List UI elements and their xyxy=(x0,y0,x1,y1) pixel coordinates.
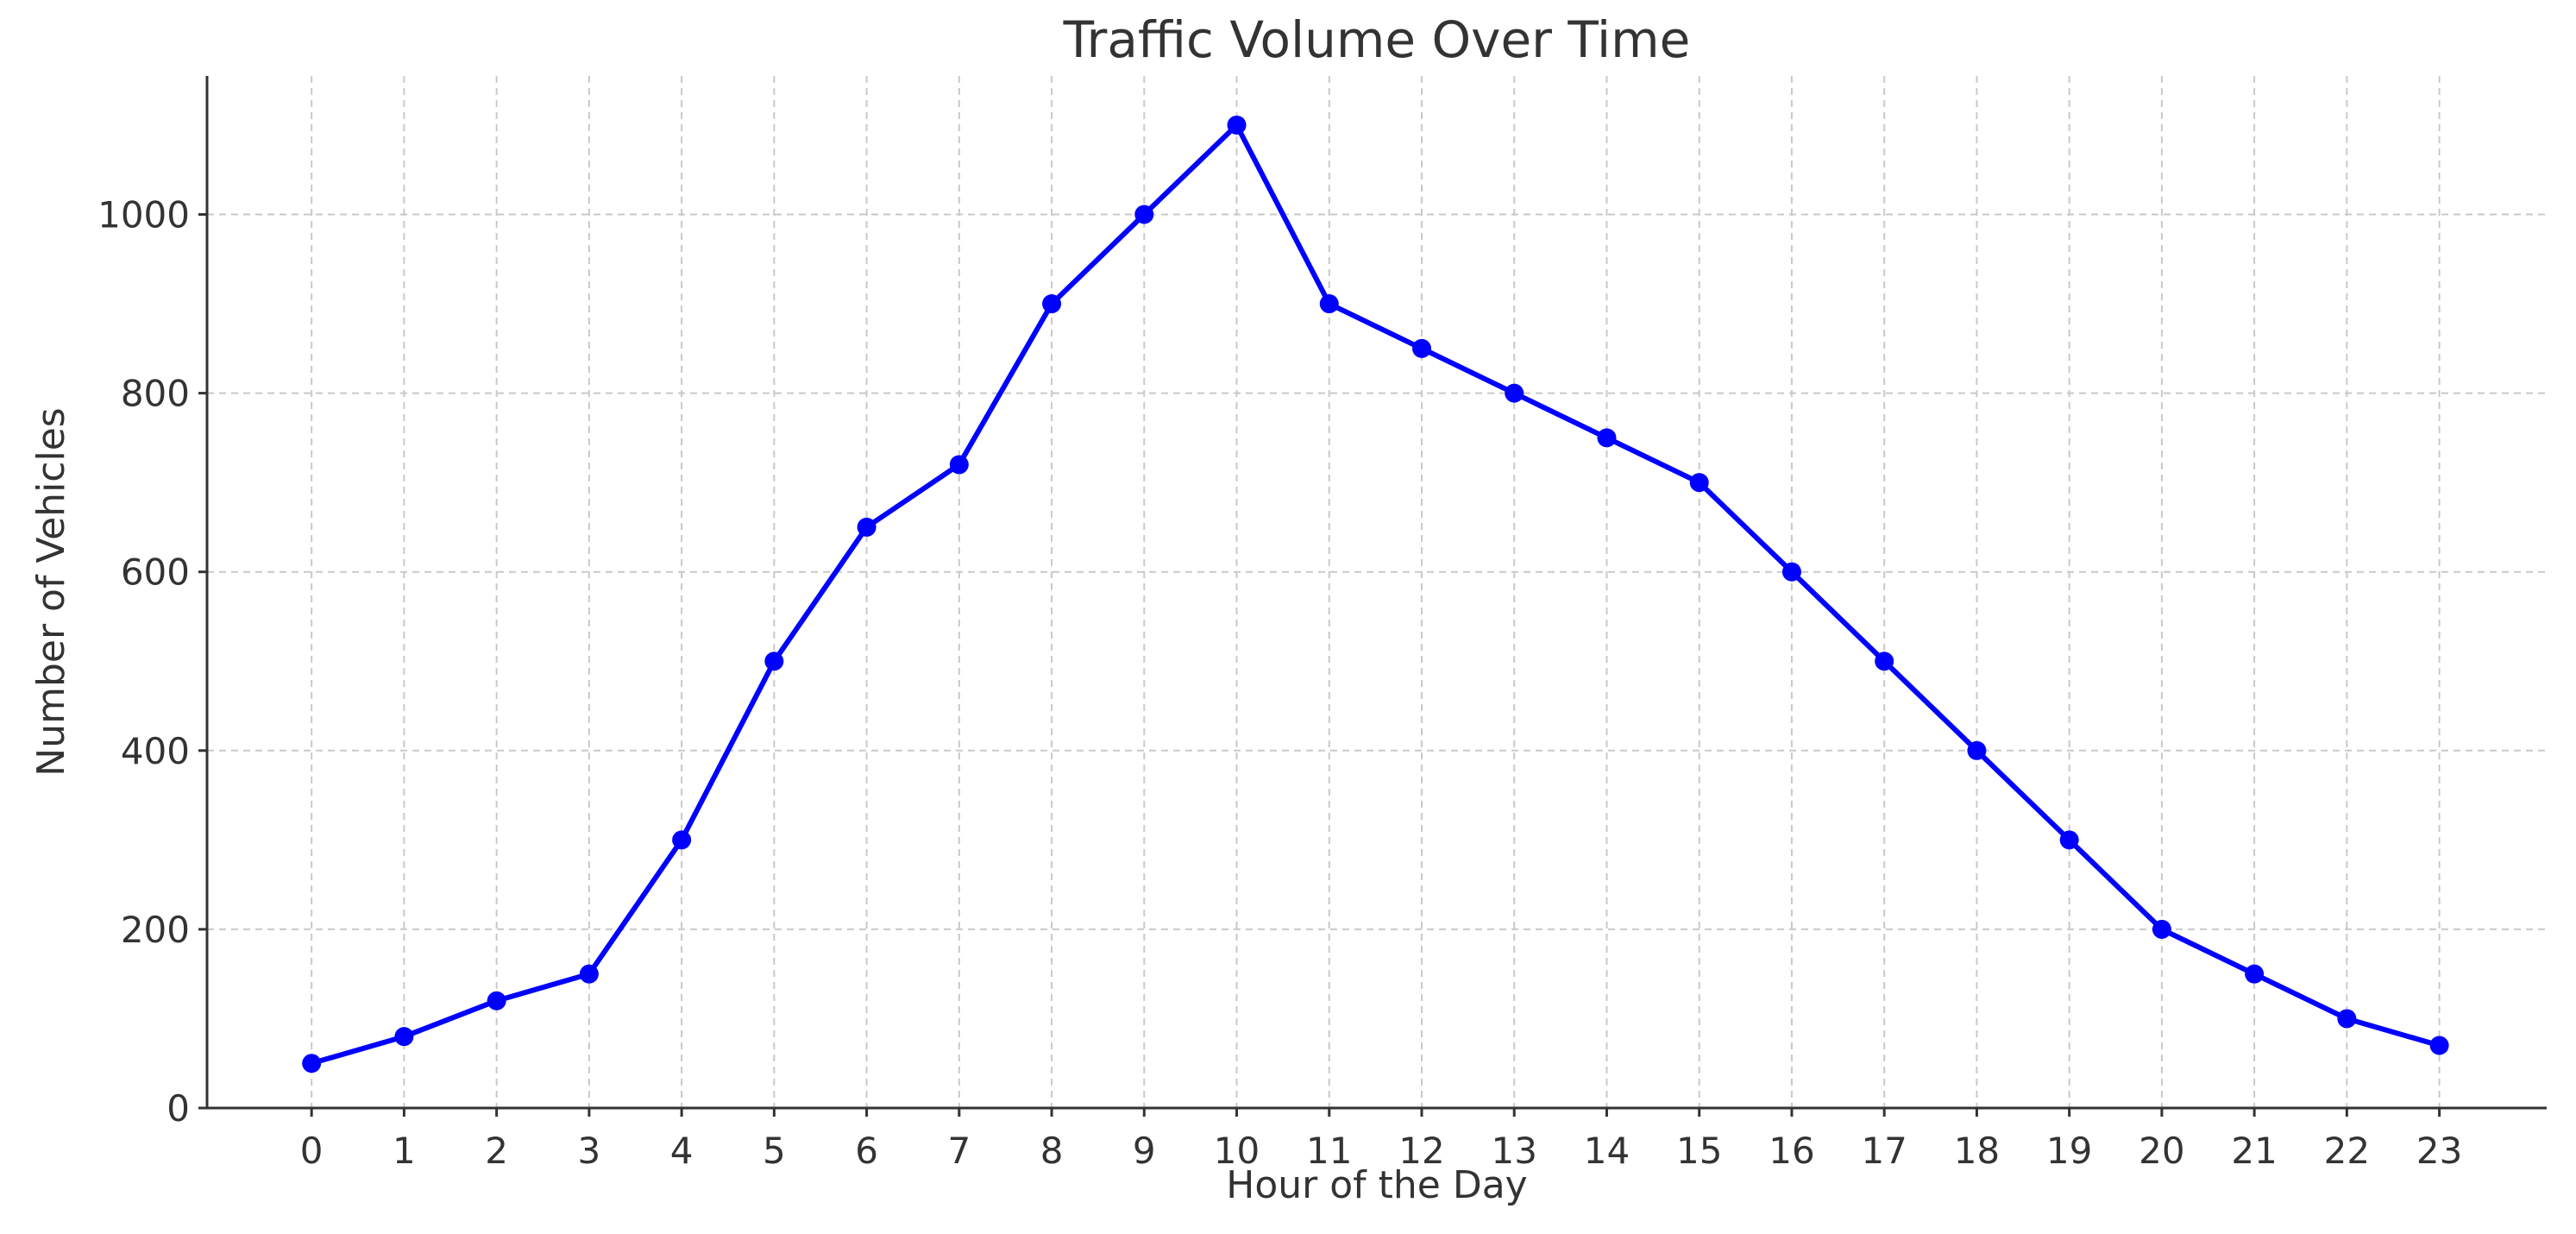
data-point xyxy=(1042,294,1062,314)
data-point xyxy=(857,517,876,537)
axes xyxy=(205,76,2547,1110)
data-point xyxy=(2059,830,2079,850)
data-point xyxy=(672,830,692,850)
x-tick-label: 13 xyxy=(1492,1130,1537,1172)
data-point xyxy=(1505,383,1524,403)
x-tick-label: 4 xyxy=(670,1130,694,1172)
data-point xyxy=(2337,1009,2357,1029)
x-tick-label: 16 xyxy=(1769,1130,1814,1172)
x-tick-label: 6 xyxy=(855,1130,878,1172)
y-axis-label: Number of Vehicles xyxy=(29,407,73,776)
data-point xyxy=(394,1027,414,1047)
x-tick-label: 0 xyxy=(300,1130,324,1172)
x-tick-label: 3 xyxy=(578,1130,601,1172)
y-tick-label: 0 xyxy=(166,1087,190,1130)
data-point xyxy=(1967,740,1987,760)
x-tick-label: 1 xyxy=(393,1130,416,1172)
ticks: 0 1 2 3 4 5 6 7 8 9 10 11 12 13 14 15 16 17 18 19 20 21 22 2302… xyxy=(97,194,2462,1172)
y-tick-label: 600 xyxy=(121,551,190,594)
data-point xyxy=(1597,428,1617,448)
y-tick-label: 200 xyxy=(121,909,190,951)
x-tick-label: 17 xyxy=(1861,1130,1907,1172)
x-axis-label: Hour of the Day xyxy=(1226,1163,1527,1207)
data-point xyxy=(2429,1036,2449,1055)
y-tick-label: 1000 xyxy=(97,194,190,236)
data-point xyxy=(1227,115,1247,135)
x-tick-label: 10 xyxy=(1214,1130,1260,1172)
data-point xyxy=(2245,964,2265,984)
x-tick-label: 18 xyxy=(1954,1130,2000,1172)
x-tick-label: 5 xyxy=(763,1130,786,1172)
x-tick-label: 7 xyxy=(947,1130,971,1172)
data-point xyxy=(1319,294,1339,314)
data-point xyxy=(1689,473,1709,493)
series-line xyxy=(309,123,2442,1067)
x-tick-label: 23 xyxy=(2416,1130,2462,1172)
x-tick-label: 22 xyxy=(2324,1130,2370,1172)
data-point xyxy=(487,991,506,1010)
data-point xyxy=(2152,919,2171,939)
data-point xyxy=(1875,652,1894,671)
data-point xyxy=(764,652,784,671)
x-tick-label: 19 xyxy=(2046,1130,2092,1172)
data-point xyxy=(1781,562,1801,582)
data-point xyxy=(302,1054,322,1073)
x-tick-label: 21 xyxy=(2231,1130,2277,1172)
grid xyxy=(207,76,2547,1109)
x-tick-label: 15 xyxy=(1676,1130,1722,1172)
data-point xyxy=(949,455,969,475)
data-point xyxy=(579,964,599,984)
x-tick-label: 8 xyxy=(1040,1130,1064,1172)
x-tick-label: 12 xyxy=(1398,1130,1444,1172)
x-tick-label: 9 xyxy=(1133,1130,1156,1172)
series xyxy=(302,115,2449,1073)
x-tick-label: 20 xyxy=(2139,1130,2184,1172)
data-point xyxy=(1134,205,1154,224)
x-tick-label: 14 xyxy=(1584,1130,1630,1172)
x-tick-label: 2 xyxy=(485,1130,508,1172)
y-tick-label: 800 xyxy=(121,373,190,415)
chart-title: Traffic Volume Over Time xyxy=(1063,10,1691,69)
x-tick-label: 11 xyxy=(1306,1130,1352,1172)
data-point xyxy=(1412,338,1432,358)
y-tick-label: 400 xyxy=(121,730,190,772)
